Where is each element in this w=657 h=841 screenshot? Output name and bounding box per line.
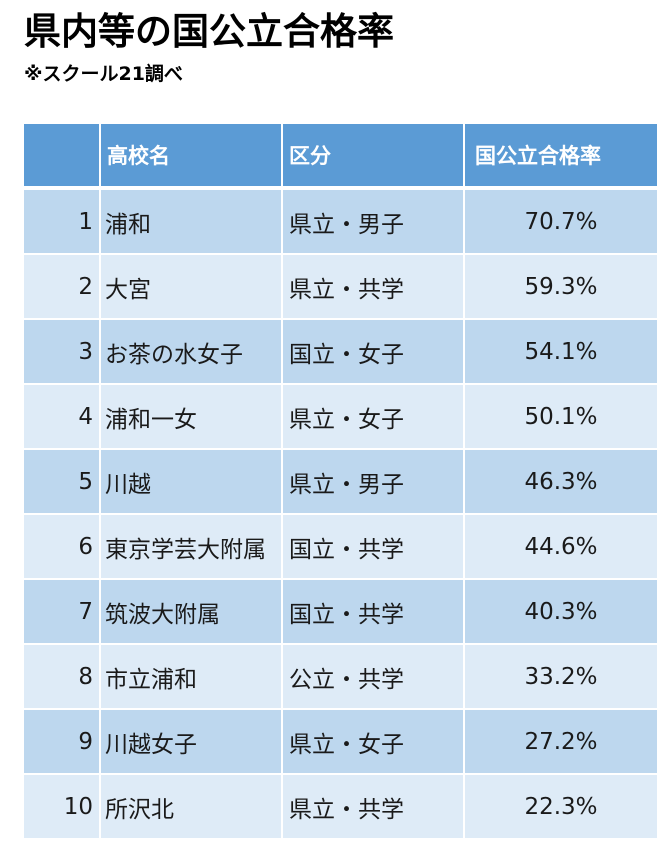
header-row: 高校名 区分 国公立合格率 [24, 124, 657, 190]
pass-rate-cell: 22.3% [464, 774, 657, 840]
pass-rate-cell: 44.6% [464, 514, 657, 580]
pass-rate-cell: 27.2% [464, 709, 657, 775]
category-cell: 県立・共学 [282, 774, 465, 840]
header-school-name: 高校名 [100, 124, 283, 190]
school-name-cell: 市立浦和 [100, 644, 283, 710]
category-cell: 県立・共学 [282, 254, 465, 320]
category-cell: 県立・男子 [282, 188, 465, 255]
rank-cell: 6 [24, 514, 101, 580]
pass-rate-cell: 54.1% [464, 319, 657, 385]
table-row: 5 川越 県立・男子 46.3% [24, 449, 657, 515]
school-name-cell: 浦和一女 [100, 384, 283, 450]
pass-rate-cell: 46.3% [464, 449, 657, 515]
pass-rate-cell: 59.3% [464, 254, 657, 320]
pass-rate-cell: 70.7% [464, 188, 657, 255]
table-row: 8 市立浦和 公立・共学 33.2% [24, 644, 657, 710]
rank-cell: 7 [24, 579, 101, 645]
pass-rate-cell: 40.3% [464, 579, 657, 645]
pass-rate-cell: 50.1% [464, 384, 657, 450]
table-body: 1 浦和 県立・男子 70.7% 2 大宮 県立・共学 59.3% 3 お茶の水… [24, 188, 657, 840]
rank-cell: 4 [24, 384, 101, 450]
header-rank [24, 124, 101, 190]
table-row: 7 筑波大附属 国立・共学 40.3% [24, 579, 657, 645]
school-name-cell: 東京学芸大附属 [100, 514, 283, 580]
category-cell: 県立・女子 [282, 709, 465, 775]
ranking-table: 高校名 区分 国公立合格率 1 浦和 県立・男子 70.7% 2 大宮 県立・共… [24, 124, 657, 840]
table-row: 6 東京学芸大附属 国立・共学 44.6% [24, 514, 657, 580]
category-cell: 県立・女子 [282, 384, 465, 450]
source-note: ※スクール21調べ [24, 63, 183, 85]
school-name-cell: 所沢北 [100, 774, 283, 840]
table-row: 2 大宮 県立・共学 59.3% [24, 254, 657, 320]
table-row: 1 浦和 県立・男子 70.7% [24, 188, 657, 255]
table-row: 3 お茶の水女子 国立・女子 54.1% [24, 319, 657, 385]
table-header: 高校名 区分 国公立合格率 [24, 124, 657, 190]
category-cell: 国立・共学 [282, 579, 465, 645]
table-row: 4 浦和一女 県立・女子 50.1% [24, 384, 657, 450]
school-name-cell: 川越 [100, 449, 283, 515]
rank-cell: 3 [24, 319, 101, 385]
pass-rate-cell: 33.2% [464, 644, 657, 710]
rank-cell: 1 [24, 188, 101, 255]
rank-cell: 8 [24, 644, 101, 710]
header-pass-rate: 国公立合格率 [464, 124, 657, 190]
school-name-cell: 筑波大附属 [100, 579, 283, 645]
page-title: 県内等の国公立合格率 [24, 10, 394, 53]
table-row: 10 所沢北 県立・共学 22.3% [24, 774, 657, 840]
category-cell: 県立・男子 [282, 449, 465, 515]
category-cell: 国立・共学 [282, 514, 465, 580]
school-name-cell: 浦和 [100, 188, 283, 255]
category-cell: 国立・女子 [282, 319, 465, 385]
category-cell: 公立・共学 [282, 644, 465, 710]
rank-cell: 10 [24, 774, 101, 840]
table-row: 9 川越女子 県立・女子 27.2% [24, 709, 657, 775]
rank-cell: 9 [24, 709, 101, 775]
header-category: 区分 [282, 124, 465, 190]
school-name-cell: お茶の水女子 [100, 319, 283, 385]
school-name-cell: 川越女子 [100, 709, 283, 775]
rank-cell: 5 [24, 449, 101, 515]
rank-cell: 2 [24, 254, 101, 320]
school-name-cell: 大宮 [100, 254, 283, 320]
